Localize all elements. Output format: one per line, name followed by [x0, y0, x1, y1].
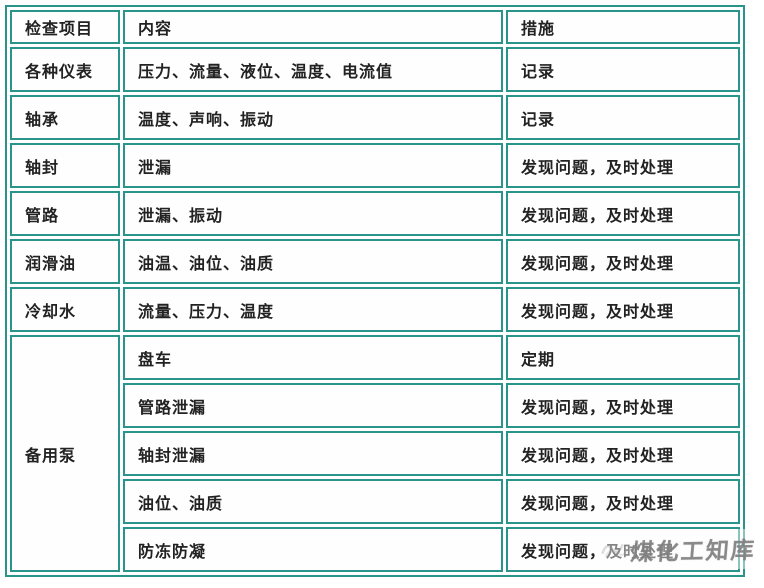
header-cell-measure: 措施 [506, 10, 740, 44]
page: 检查项目 内容 措施 各种仪表 压力、流量、液位、温度、电流值 记录 轴承 温度… [0, 5, 764, 588]
cell-measure: 发现问题，及时处理 [506, 191, 740, 236]
cell-item: 各种仪表 [10, 47, 120, 92]
cell-content: 油温、油位、油质 [123, 239, 503, 284]
table-row: 油位、油质 发现问题，及时处理 [10, 479, 740, 524]
table-row: 冷却水 流量、压力、温度 发现问题，及时处理 [10, 287, 740, 332]
cell-measure: 发现问题，及时处理 [506, 287, 740, 332]
cell-measure: 记录 [506, 47, 740, 92]
table-row: 各种仪表 压力、流量、液位、温度、电流值 记录 [10, 47, 740, 92]
cell-measure: 发现问题，及时处理 [506, 239, 740, 284]
cell-measure: 定期 [506, 335, 740, 380]
table-row: 防冻防凝 发现问题，及时处理 [10, 527, 740, 572]
cell-measure: 发现问题，及时处理 [506, 143, 740, 188]
table-row: 管路 泄漏、振动 发现问题，及时处理 [10, 191, 740, 236]
table-row: 轴封泄漏 发现问题，及时处理 [10, 431, 740, 476]
cell-item: 冷却水 [10, 287, 120, 332]
table-header-row: 检查项目 内容 措施 [10, 10, 740, 44]
cell-content: 泄漏 [123, 143, 503, 188]
table-row: 轴承 温度、声响、振动 记录 [10, 95, 740, 140]
inspection-table: 检查项目 内容 措施 各种仪表 压力、流量、液位、温度、电流值 记录 轴承 温度… [5, 5, 745, 577]
cell-content: 压力、流量、液位、温度、电流值 [123, 47, 503, 92]
cell-item: 轴封 [10, 143, 120, 188]
table-row: 润滑油 油温、油位、油质 发现问题，及时处理 [10, 239, 740, 284]
table-row: 管路泄漏 发现问题，及时处理 [10, 383, 740, 428]
cell-item-merged: 备用泵 [10, 335, 120, 572]
cell-measure: 发现问题，及时处理 [506, 383, 740, 428]
table-row: 轴封 泄漏 发现问题，及时处理 [10, 143, 740, 188]
cell-measure: 发现问题，及时处理 [506, 479, 740, 524]
cell-measure: 记录 [506, 95, 740, 140]
cell-content: 流量、压力、温度 [123, 287, 503, 332]
cell-content: 轴封泄漏 [123, 431, 503, 476]
cell-content: 温度、声响、振动 [123, 95, 503, 140]
header-cell-item: 检查项目 [10, 10, 120, 44]
cell-item: 润滑油 [10, 239, 120, 284]
cell-item: 轴承 [10, 95, 120, 140]
cell-measure: 发现问题，及时处理 [506, 527, 740, 572]
cell-content: 油位、油质 [123, 479, 503, 524]
cell-content: 管路泄漏 [123, 383, 503, 428]
cell-item: 管路 [10, 191, 120, 236]
table-row: 备用泵 盘车 定期 [10, 335, 740, 572]
cell-content: 防冻防凝 [123, 527, 503, 572]
header-cell-content: 内容 [123, 10, 503, 44]
cell-content: 泄漏、振动 [123, 191, 503, 236]
cell-measure: 发现问题，及时处理 [506, 431, 740, 476]
cell-content: 盘车 [123, 335, 503, 380]
